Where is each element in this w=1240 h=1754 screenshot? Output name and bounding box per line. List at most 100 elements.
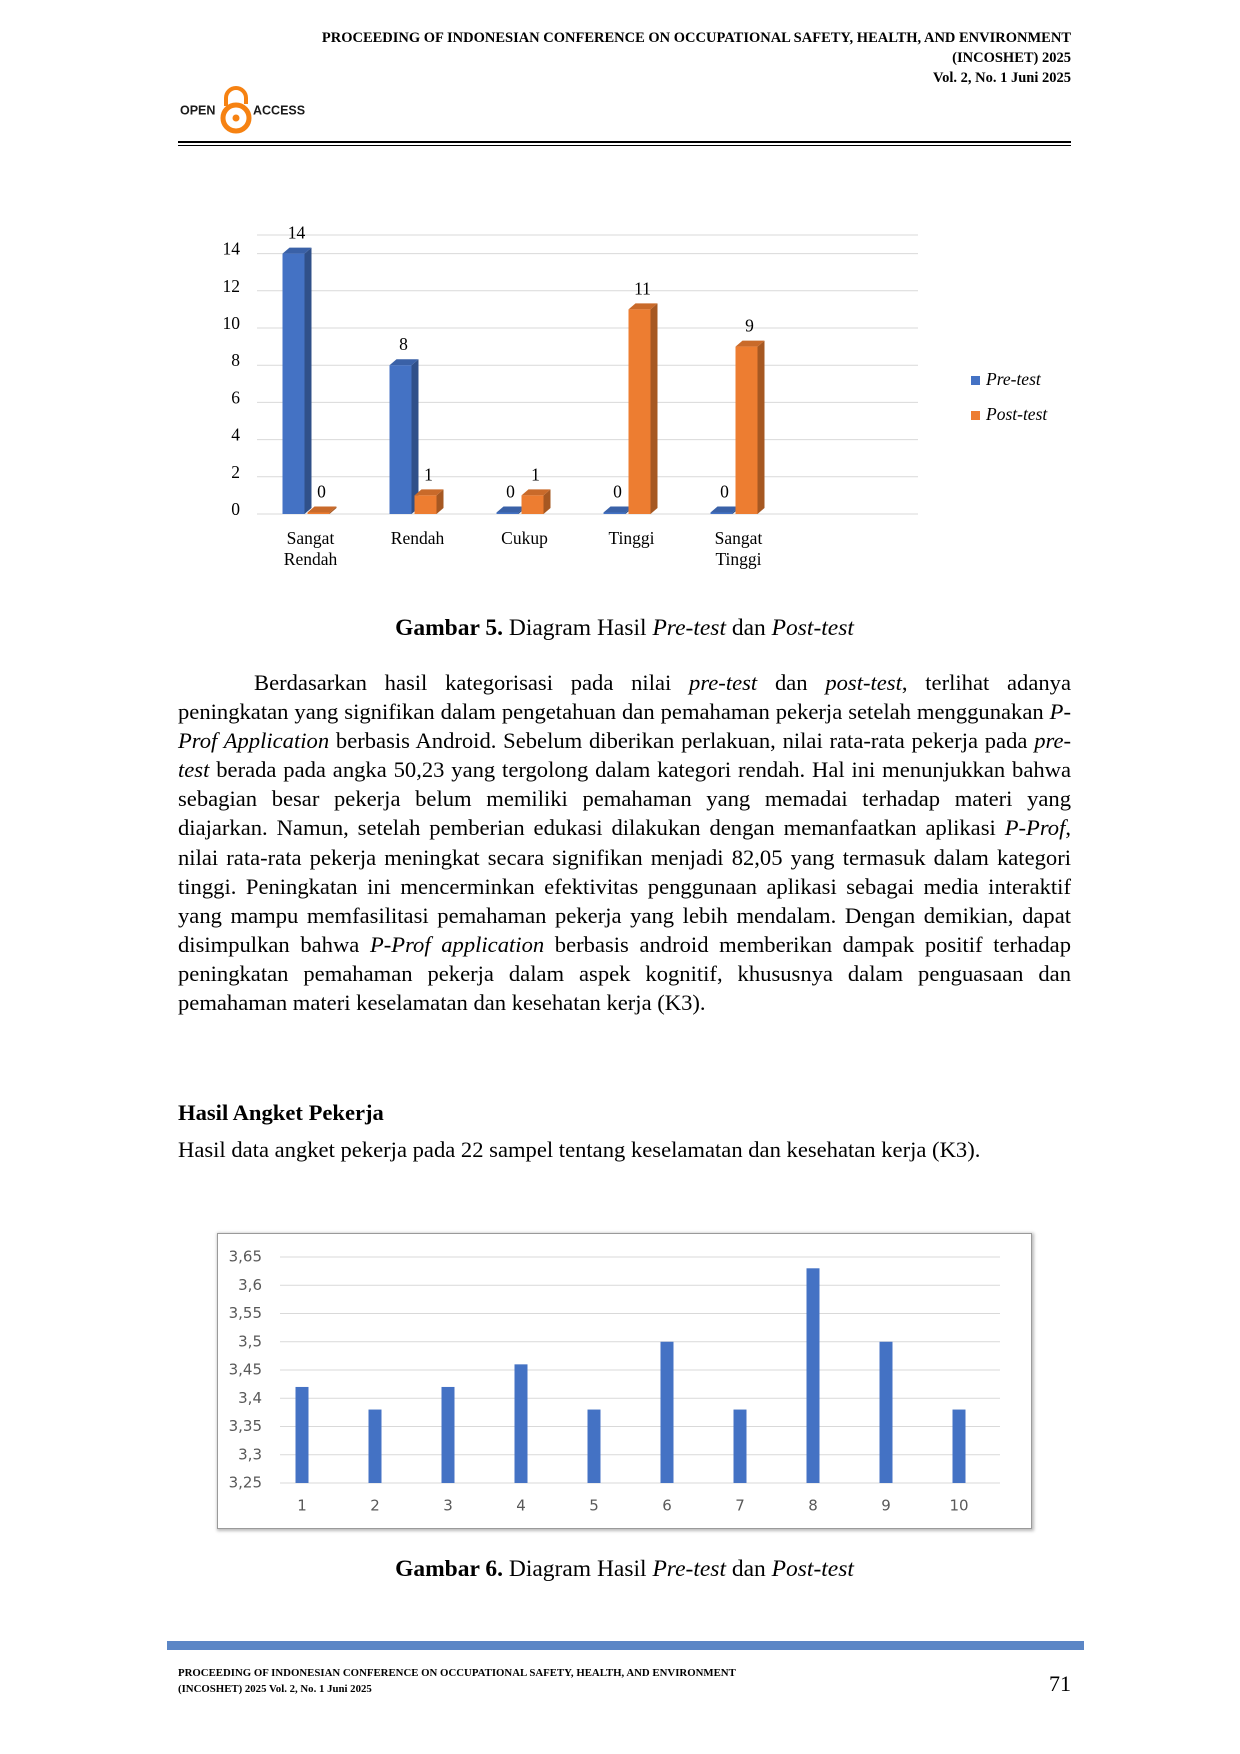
y-tick-label: 3,45 bbox=[229, 1361, 262, 1379]
x-tick-label: 2 bbox=[370, 1497, 380, 1515]
chart-frame bbox=[217, 1233, 1032, 1529]
bar bbox=[660, 1341, 674, 1483]
text-run: Pre-test bbox=[652, 1556, 726, 1582]
footer-line: PROCEEDING OF INDONESIAN CONFERENCE ON O… bbox=[178, 1667, 736, 1679]
bar-top bbox=[521, 489, 551, 496]
text-run: berada pada angka 50,23 yang tergolong d… bbox=[178, 757, 1071, 841]
bar bbox=[368, 1409, 382, 1483]
bar-top bbox=[307, 506, 337, 513]
text-run: Diagram Hasil bbox=[503, 1556, 653, 1582]
y-tick-label: 3,6 bbox=[238, 1276, 262, 1294]
data-label: 14 bbox=[288, 223, 306, 243]
header-line: PROCEEDING OF INDONESIAN CONFERENCE ON O… bbox=[321, 30, 1071, 46]
figure-caption: Gambar 6. Diagram Hasil Pre-test dan Pos… bbox=[178, 1556, 1071, 1583]
legend-swatch bbox=[971, 411, 980, 420]
bar-top bbox=[735, 340, 765, 347]
y-tick-label: 0 bbox=[231, 499, 240, 519]
text-run: pre-test bbox=[689, 670, 758, 695]
data-label: 0 bbox=[720, 482, 729, 502]
bar bbox=[710, 512, 733, 514]
text-run: P-Prof application bbox=[369, 931, 545, 957]
legend-swatch bbox=[971, 376, 980, 385]
y-tick-label: 6 bbox=[231, 387, 240, 407]
data-label: 11 bbox=[634, 278, 651, 298]
header-rule bbox=[178, 145, 1071, 146]
text-run: pre-test bbox=[178, 728, 1071, 783]
x-tick-label: 10 bbox=[949, 1497, 968, 1515]
text-run: berbasis Android. Sebelum diberikan perl… bbox=[329, 728, 1035, 754]
data-label: 0 bbox=[317, 482, 326, 502]
data-label: 1 bbox=[424, 464, 433, 484]
text-run: Diagram Hasil bbox=[503, 615, 653, 641]
y-tick-label: 12 bbox=[223, 276, 241, 296]
text-run: dan bbox=[757, 670, 826, 695]
bar-top bbox=[628, 303, 658, 310]
footer-bar bbox=[167, 1641, 1084, 1650]
y-tick-label: 3,4 bbox=[238, 1389, 262, 1407]
data-label: 0 bbox=[506, 482, 515, 502]
bar bbox=[733, 1409, 747, 1483]
text-run: post-test bbox=[825, 670, 902, 695]
open-access-logo: OPEN ACCESS bbox=[180, 86, 305, 134]
bar bbox=[307, 512, 330, 514]
body-paragraph: Berdasarkan hasil kategorisasi pada nila… bbox=[178, 668, 1071, 1017]
bar bbox=[441, 1386, 455, 1483]
text-run: P-Prof Application bbox=[178, 699, 1071, 754]
legend-label: Pre-test bbox=[985, 369, 1042, 389]
y-tick-label: 14 bbox=[223, 239, 241, 259]
x-tick-label: Tinggi bbox=[608, 528, 655, 548]
text-run: Gambar 5. bbox=[395, 615, 503, 641]
bar bbox=[952, 1409, 966, 1483]
text-run: berbasis android memberikan dampak posit… bbox=[178, 931, 1071, 1016]
text-run: Hasil data angket pekerja pada 22 sampel… bbox=[178, 1137, 981, 1162]
x-tick-label: 8 bbox=[808, 1497, 818, 1515]
bar bbox=[521, 495, 544, 514]
x-tick-label: Sangat Tinggi bbox=[714, 528, 763, 569]
text-run: P-Prof bbox=[1004, 815, 1066, 841]
y-tick-label: 3,3 bbox=[238, 1445, 262, 1463]
page-number: 71 bbox=[1049, 1671, 1071, 1696]
text-run: Berdasarkan hasil kategorisasi pada nila… bbox=[254, 670, 690, 695]
x-tick-label: Rendah bbox=[390, 528, 445, 548]
bar-side bbox=[436, 489, 444, 514]
bar bbox=[603, 512, 626, 514]
bar bbox=[389, 365, 412, 514]
lock-body bbox=[220, 102, 252, 134]
bar bbox=[282, 253, 305, 514]
bar-side bbox=[650, 303, 658, 514]
data-label: 1 bbox=[531, 464, 540, 484]
x-tick-label: Sangat Rendah bbox=[283, 528, 338, 569]
text-run: Post-test bbox=[771, 1556, 854, 1582]
y-tick-label: 3,55 bbox=[229, 1304, 262, 1322]
lock-hole bbox=[232, 114, 240, 122]
y-tick-label: 3,5 bbox=[238, 1332, 262, 1350]
x-tick-label: Cukup bbox=[501, 528, 548, 548]
bar-top bbox=[414, 489, 444, 496]
x-tick-label: 7 bbox=[735, 1497, 745, 1515]
text-run: Gambar 6. bbox=[395, 1556, 503, 1582]
text-run: dan bbox=[725, 615, 772, 641]
x-tick-label: 1 bbox=[297, 1497, 307, 1515]
bar-top bbox=[282, 247, 312, 254]
bar-top bbox=[710, 506, 740, 513]
bar-side bbox=[304, 247, 312, 514]
y-tick-label: 8 bbox=[231, 350, 240, 370]
bar bbox=[879, 1341, 893, 1483]
bar-side bbox=[543, 489, 551, 514]
bar-side bbox=[329, 506, 337, 514]
legend-label: Post-test bbox=[985, 404, 1048, 424]
bar bbox=[587, 1409, 601, 1483]
bar bbox=[414, 495, 437, 514]
y-tick-label: 10 bbox=[223, 313, 241, 333]
y-tick-label: 3,25 bbox=[229, 1474, 262, 1492]
bar bbox=[496, 512, 519, 514]
y-tick-label: 3,65 bbox=[229, 1248, 262, 1266]
text-run: Pre-test bbox=[652, 615, 726, 641]
data-label: 0 bbox=[613, 482, 622, 502]
chart: 3,25 3,3 3,35 3,4 3,45 3,5 3,55 3,6 3,65 1 2 3 4 5 6 7 8… bbox=[229, 1248, 1000, 1515]
bar bbox=[628, 309, 651, 514]
bar bbox=[735, 346, 758, 514]
bar-top bbox=[389, 359, 419, 366]
